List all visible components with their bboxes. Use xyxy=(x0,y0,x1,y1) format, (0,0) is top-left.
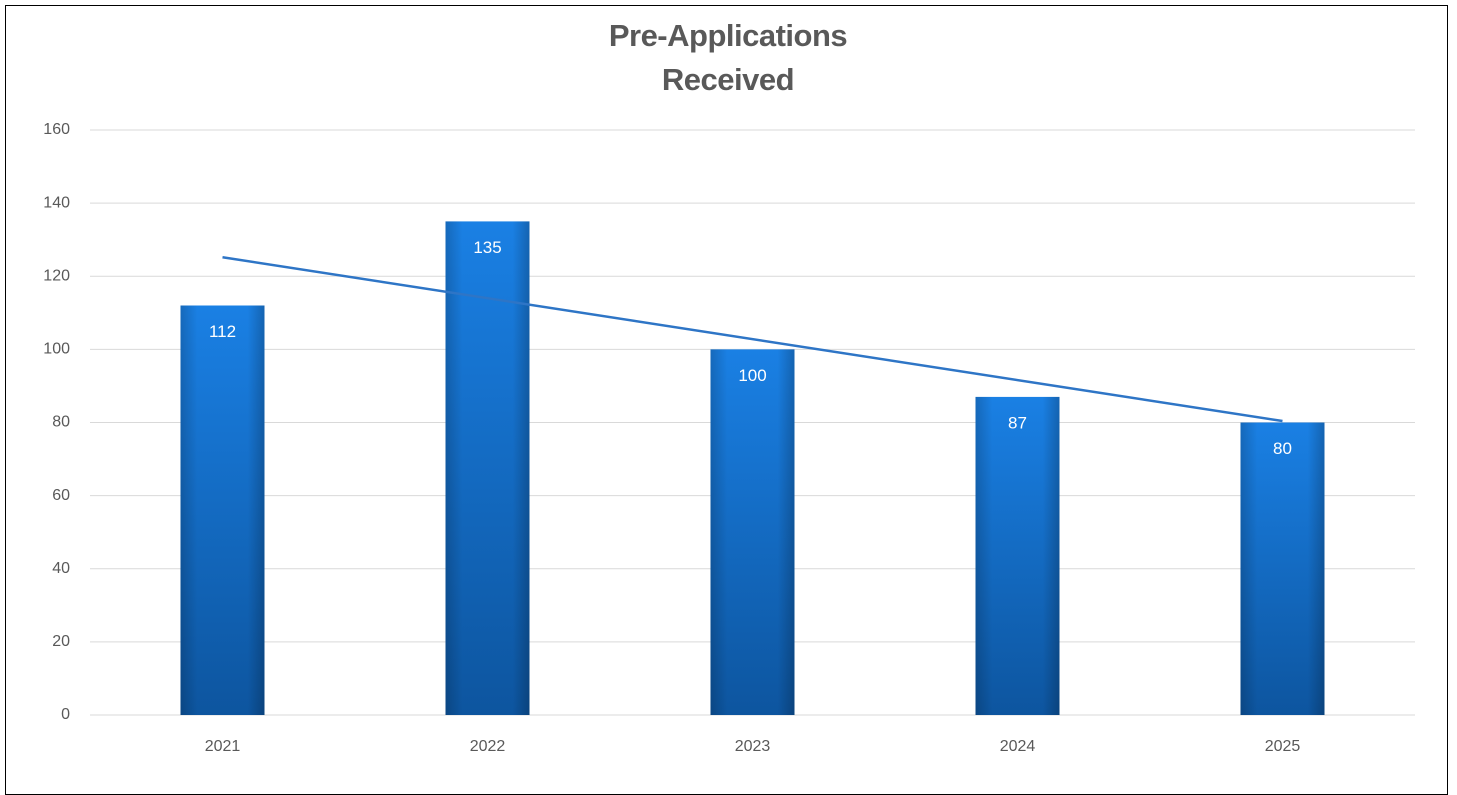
bar-shade xyxy=(975,396,1060,715)
y-tick-label: 140 xyxy=(43,194,70,211)
data-label: 135 xyxy=(473,238,501,257)
x-tick-label: 2025 xyxy=(1265,738,1301,755)
bar-shade xyxy=(180,305,265,715)
y-tick-label: 60 xyxy=(52,487,70,504)
bar-shade xyxy=(1240,422,1325,715)
x-tick-label: 2024 xyxy=(1000,738,1036,755)
y-tick-label: 100 xyxy=(43,341,70,358)
x-tick-label: 2021 xyxy=(205,738,241,755)
trendline xyxy=(222,256,1283,423)
data-label: 112 xyxy=(209,322,236,341)
y-tick-label: 20 xyxy=(52,633,70,650)
chart-title: Pre-Applications Received xyxy=(608,18,848,97)
data-label: 100 xyxy=(738,366,766,385)
y-tick-label: 0 xyxy=(61,706,70,723)
y-tick-label: 160 xyxy=(43,121,70,138)
data-label: 87 xyxy=(1008,413,1027,432)
y-tick-label: 80 xyxy=(52,414,70,431)
data-label: 80 xyxy=(1273,439,1292,458)
y-tick-label: 40 xyxy=(52,560,70,577)
bar-shade xyxy=(445,221,530,715)
x-tick-label: 2022 xyxy=(470,738,506,755)
bar-shade xyxy=(710,349,795,715)
y-tick-label: 120 xyxy=(43,267,70,284)
x-tick-label: 2023 xyxy=(735,738,771,755)
